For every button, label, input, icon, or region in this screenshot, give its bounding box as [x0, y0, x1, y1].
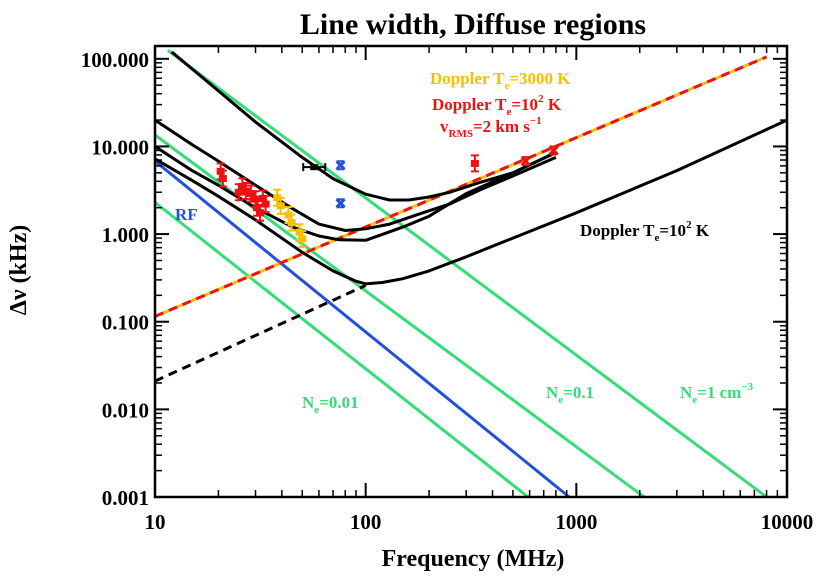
x-tick-label: 100 — [350, 510, 382, 534]
y-tick-label: 0.010 — [102, 398, 149, 422]
x-tick-label: 10 — [145, 510, 166, 534]
data-point — [261, 195, 270, 214]
label-doppler-3000: Doppler Te=3000 K — [430, 69, 571, 92]
point-marker — [470, 159, 479, 167]
series-rf — [155, 159, 571, 497]
label-ne-001: Ne=0.01 — [302, 393, 359, 416]
point-marker — [218, 175, 227, 183]
data-point — [548, 145, 559, 156]
data-point — [241, 182, 250, 201]
series-layer — [155, 49, 787, 497]
series-total-doppler-te-10-2-k — [155, 118, 787, 286]
point-marker — [261, 200, 270, 208]
series-total-ne-1-cm-3 — [170, 50, 557, 202]
point-errorbar — [521, 156, 530, 167]
y-axis-label: Δν (kHz) — [6, 225, 32, 315]
series-ne-1-cm-3 — [166, 49, 768, 497]
label-doppler-100-black: Doppler Te=102 K — [580, 219, 710, 244]
point-marker — [258, 194, 267, 202]
points-layer — [216, 145, 559, 248]
label-vrms: vRMS=2 km s−1 — [440, 115, 542, 140]
data-point — [335, 198, 346, 209]
point-marker — [298, 235, 307, 243]
point-marker — [548, 145, 559, 156]
point-errorbar — [336, 160, 345, 171]
data-point — [287, 213, 296, 232]
point-marker — [253, 204, 262, 212]
point-marker — [335, 160, 346, 171]
point-marker — [234, 188, 243, 196]
label-ne-01: Ne=0.1 — [546, 383, 594, 406]
y-tick-label: 1.000 — [102, 223, 149, 247]
point-marker — [520, 156, 531, 167]
data-point — [470, 154, 479, 173]
label-rf: RF — [175, 205, 198, 224]
series-ne-0-1 — [155, 133, 646, 497]
point-marker — [246, 190, 255, 198]
data-point — [335, 160, 346, 171]
data-point — [302, 163, 327, 172]
point-marker — [310, 164, 319, 171]
series-total-ne-0-01 — [155, 145, 557, 242]
point-errorbar — [336, 198, 345, 209]
point-marker — [255, 209, 264, 217]
point-marker — [276, 202, 285, 210]
plot-frame — [153, 44, 789, 499]
point-marker — [238, 182, 247, 190]
series-ne-0-01 — [155, 201, 530, 497]
series-doppler-te-10-2-k-vrms-2-km-s — [155, 55, 768, 318]
y-tick-label: 0.100 — [102, 311, 149, 335]
data-point — [276, 196, 285, 215]
x-tick-label: 10000 — [761, 510, 814, 534]
y-tick-label: 10.000 — [91, 135, 149, 159]
series-doppler-te-10-2-k — [155, 284, 367, 383]
y-tick-label: 100.000 — [81, 48, 149, 72]
data-point — [218, 169, 227, 188]
point-marker — [241, 187, 250, 195]
point-marker — [335, 198, 346, 209]
y-tick-label: 0.001 — [102, 486, 149, 510]
label-ne-1: Ne=1 cm−3 — [680, 381, 754, 406]
x-axis-label: Frequency (MHz) — [382, 546, 565, 572]
point-errorbar — [549, 145, 558, 156]
series-total-ne-0-1 — [155, 118, 557, 232]
point-marker — [287, 219, 296, 227]
point-marker — [295, 228, 304, 236]
label-doppler-100-red: Doppler Te=102 K — [432, 93, 562, 118]
x-tick-label: 1000 — [555, 510, 597, 534]
data-point — [520, 156, 531, 167]
data-point — [298, 229, 307, 248]
chart-title: Line width, Diffuse regions — [300, 8, 646, 41]
